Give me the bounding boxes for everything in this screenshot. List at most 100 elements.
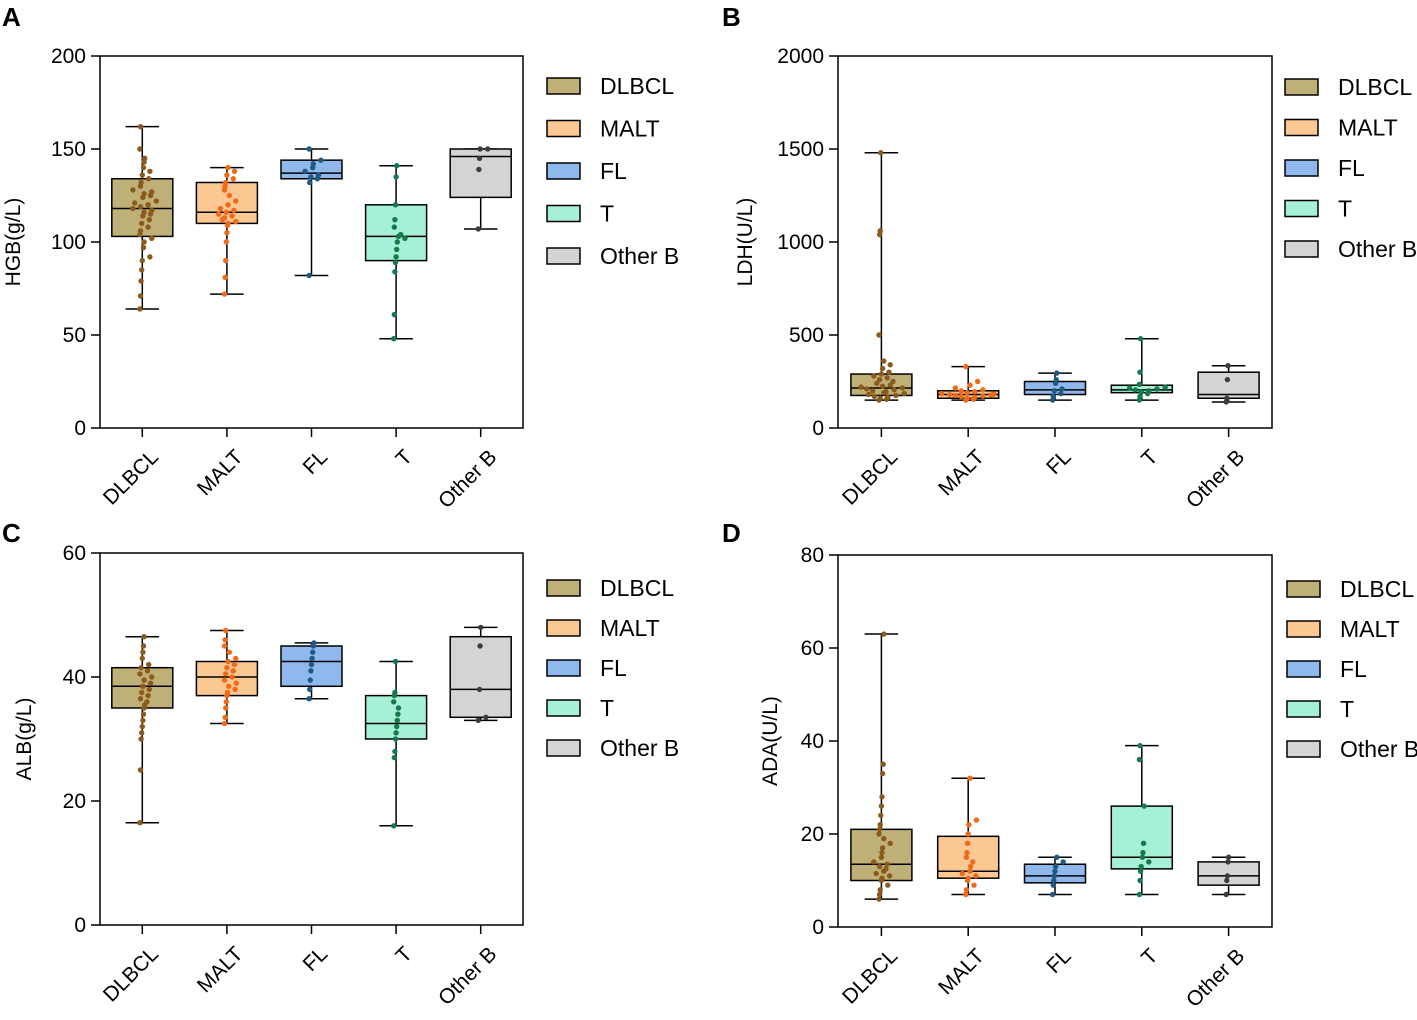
data-point (877, 887, 883, 893)
legend-label: DLBCL (1340, 576, 1414, 602)
data-point (141, 209, 147, 215)
data-point (946, 391, 953, 398)
data-point (1051, 388, 1058, 394)
data-point (137, 146, 143, 152)
data-point (223, 209, 229, 215)
data-point (877, 228, 883, 234)
data-point (233, 680, 239, 686)
data-point (963, 891, 969, 898)
data-point (139, 730, 145, 736)
data-point (1224, 877, 1230, 884)
data-point (145, 202, 151, 208)
legend-item-other-b: Other B (1286, 736, 1417, 762)
legend-label: FL (1340, 656, 1367, 682)
x-tick-label: MALT (193, 942, 248, 997)
legend-swatch (546, 659, 581, 677)
panel-B: B 0 500 1000 1500 2000 LDH(U/L) DLBCL MALT FL T Oth… (722, 2, 1417, 513)
data-point (865, 391, 872, 398)
x-tick-label: T (1137, 445, 1162, 470)
data-point (144, 699, 150, 705)
data-point (884, 861, 890, 867)
legend-item-fl: FL (1286, 656, 1367, 682)
box-t (364, 163, 428, 342)
data-point (308, 668, 314, 674)
data-point (878, 371, 885, 377)
x-tick-label: Other B (434, 445, 501, 512)
data-point (225, 220, 231, 227)
legend-swatch (1284, 78, 1319, 96)
legend-label: FL (1338, 155, 1365, 181)
data-point (880, 761, 886, 767)
data-point (221, 291, 228, 297)
data-point (137, 671, 143, 677)
data-point (890, 378, 896, 385)
data-point (139, 267, 145, 273)
legend-item-other-b: Other B (546, 735, 679, 761)
data-point (142, 155, 148, 161)
data-point (308, 661, 315, 668)
data-point (226, 683, 232, 689)
y-tick-label: 0 (74, 914, 86, 937)
data-point (874, 380, 880, 387)
data-point (881, 835, 887, 842)
data-point (137, 293, 144, 299)
y-tick-label: 80 (801, 544, 824, 567)
data-point (876, 891, 883, 898)
data-point (137, 203, 144, 210)
data-point (222, 714, 228, 720)
box-other-b (449, 146, 512, 232)
data-point (391, 224, 397, 230)
data-point (1224, 376, 1231, 383)
data-point (231, 661, 238, 668)
data-point (141, 634, 147, 640)
data-point (964, 840, 971, 846)
y-tick-label: 60 (801, 637, 824, 660)
box-t (364, 658, 428, 829)
data-point (1058, 390, 1064, 397)
legend-label: T (600, 201, 614, 227)
data-point (310, 161, 316, 167)
legend-swatch (1286, 740, 1321, 758)
data-point (392, 269, 398, 275)
data-point (476, 155, 483, 161)
x-tick-label: T (391, 942, 416, 967)
box-other-b (1197, 854, 1260, 898)
legend-item-malt: MALT (546, 116, 660, 142)
data-point (392, 736, 399, 742)
legend-label: MALT (1338, 115, 1398, 141)
data-point (138, 736, 144, 742)
data-point (231, 207, 237, 214)
box-iqr (449, 635, 512, 719)
data-point (1138, 863, 1144, 870)
data-point (141, 239, 147, 245)
y-tick-label: 40 (63, 666, 86, 689)
data-point (393, 730, 399, 736)
data-point (311, 640, 317, 646)
data-point (886, 873, 893, 879)
data-point (138, 665, 144, 671)
legend-label: DLBCL (600, 575, 674, 601)
data-point (224, 689, 231, 696)
data-point (1137, 369, 1143, 375)
data-point (879, 770, 886, 777)
data-point (308, 174, 314, 180)
data-point (146, 176, 152, 182)
data-point (1052, 868, 1058, 874)
legend-swatch (1284, 118, 1319, 137)
legend-swatch (1284, 199, 1319, 218)
data-point (881, 358, 887, 364)
y-tick-label: 20 (63, 790, 86, 813)
data-point (224, 665, 230, 671)
data-point (885, 394, 891, 401)
data-point (130, 187, 136, 193)
data-point (967, 382, 973, 388)
data-point (229, 674, 235, 680)
x-tick-label: FL (299, 942, 333, 976)
data-point (223, 239, 229, 245)
data-point (879, 794, 885, 800)
data-point (475, 226, 481, 232)
data-point (885, 882, 891, 888)
legend-swatch (1284, 159, 1319, 177)
data-point (306, 696, 312, 702)
